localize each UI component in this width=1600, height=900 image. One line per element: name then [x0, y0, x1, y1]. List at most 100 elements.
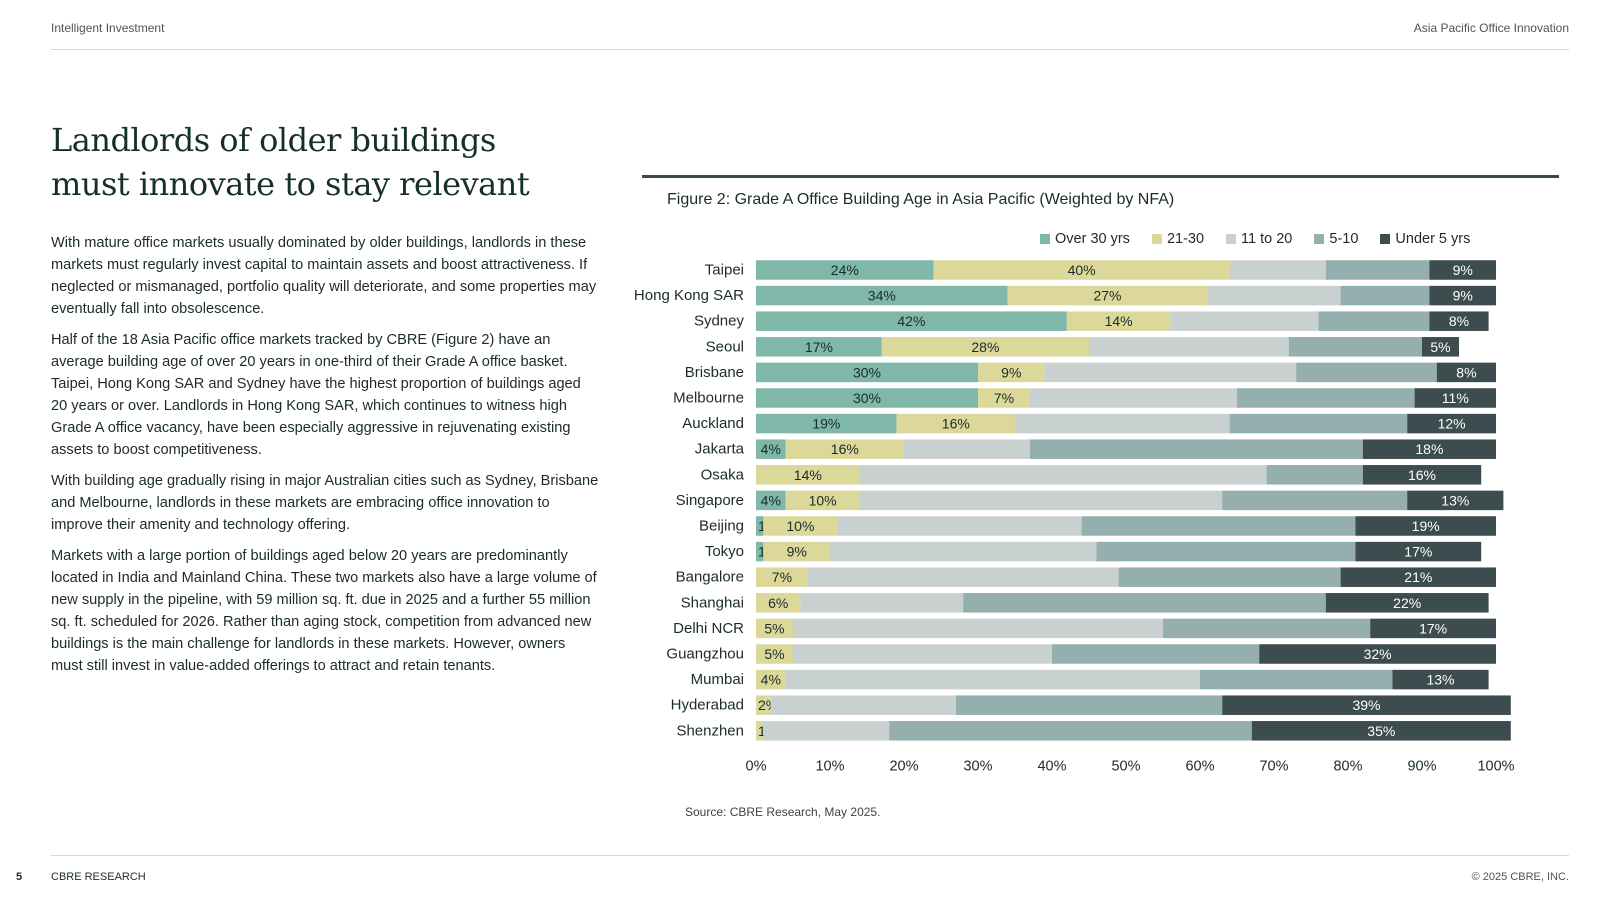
data-label-jakarta-over-30-yrs: 4%: [761, 441, 781, 457]
bar-bangalore-11-to-20: [807, 567, 1119, 587]
legend-label-over-30: Over 30 yrs: [1055, 231, 1130, 247]
bar-jakarta-under-5-yrs: [1362, 439, 1496, 459]
data-label-hyderabad-under-5-yrs: 39%: [1352, 697, 1380, 713]
chart-legend: Over 30 yrs 21-30 11 to 20 5-10 Under 5 …: [1040, 231, 1470, 247]
bar-shenzhen-under-5-yrs: [1251, 721, 1511, 741]
category-label-jakarta: Jakarta: [695, 441, 745, 458]
legend-label-5-10: 5-10: [1329, 231, 1359, 247]
bar-taipei-under-5-yrs: [1429, 260, 1496, 280]
category-label-tokyo: Tokyo: [705, 543, 744, 560]
header-section-title: Asia Pacific Office Innovation: [1413, 21, 1569, 35]
category-label-hyderabad: Hyderabad: [671, 697, 744, 714]
bar-melbourne-21-30: [978, 388, 1030, 408]
data-label-brisbane-21-30: 9%: [1001, 364, 1021, 380]
x-tick-label-30: 30%: [963, 759, 992, 775]
data-label-beijing-21-30: 10%: [786, 518, 814, 534]
bar-tokyo-21-30: [763, 541, 830, 562]
x-tick-label-60: 60%: [1185, 759, 1214, 775]
x-tick-label-70: 70%: [1259, 759, 1288, 775]
bar-shenzhen-11-to-20: [763, 721, 890, 741]
bar-mumbai-11-to-20: [785, 669, 1200, 690]
bar-hong-kong-sar-21-30: [1007, 285, 1208, 306]
legend-swatch-11-20: [1226, 234, 1237, 244]
body-paragraph-4: Markets with a large portion of building…: [51, 548, 597, 674]
bar-taipei-21-30: [933, 260, 1230, 280]
bar-auckland-under-5-yrs: [1407, 413, 1496, 434]
bar-jakarta-11-to-20: [904, 439, 1030, 459]
bar-mumbai-under-5-yrs: [1392, 669, 1489, 690]
data-label-auckland-under-5-yrs: 12%: [1438, 416, 1466, 432]
bar-brisbane-11-to-20: [1044, 362, 1297, 383]
legend-item-11-20: 11 to 20: [1226, 231, 1292, 247]
category-label-taipei: Taipei: [705, 262, 744, 279]
bar-bangalore-5-10: [1118, 567, 1341, 587]
data-label-sydney-21-30: 14%: [1105, 313, 1133, 329]
bar-hong-kong-sar-5-10: [1340, 285, 1430, 306]
x-tick-label-90: 90%: [1407, 759, 1436, 775]
footer-brand: CBRE RESEARCH: [51, 871, 146, 883]
data-label-tokyo-21-30: 9%: [787, 544, 807, 560]
bar-hong-kong-sar-under-5-yrs: [1429, 285, 1496, 306]
bar-singapore-11-to-20: [859, 490, 1223, 511]
bar-singapore-under-5-yrs: [1407, 490, 1504, 511]
data-label-melbourne-21-30: 7%: [994, 390, 1014, 406]
bar-auckland-11-to-20: [1015, 413, 1230, 434]
bar-taipei-5-10: [1325, 260, 1430, 280]
bar-sydney-11-to-20: [1170, 311, 1319, 331]
bar-sydney-21-30: [1066, 311, 1171, 331]
bar-tokyo-over-30-yrs: [756, 541, 764, 562]
legend-label-under-5: Under 5 yrs: [1395, 231, 1471, 247]
bar-mumbai-5-10: [1200, 669, 1393, 690]
data-label-singapore-under-5-yrs: 13%: [1441, 492, 1469, 508]
bar-jakarta-21-30: [785, 439, 904, 459]
bar-hong-kong-sar-over-30-yrs: [756, 285, 1008, 306]
legend-item-under-5: Under 5 yrs: [1380, 231, 1470, 247]
body-paragraph-1: With mature office markets usually domin…: [51, 235, 597, 317]
bar-sydney-5-10: [1318, 311, 1430, 331]
bar-tokyo-11-to-20: [830, 541, 1097, 562]
bar-guangzhou-5-10: [1052, 644, 1260, 664]
bar-guangzhou-under-5-yrs: [1259, 644, 1496, 664]
data-label-taipei-under-5-yrs: 9%: [1453, 262, 1473, 278]
x-tick-label-20: 20%: [889, 759, 918, 775]
bar-shanghai-5-10: [963, 593, 1326, 613]
category-label-seoul: Seoul: [706, 338, 744, 355]
bar-brisbane-over-30-yrs: [756, 362, 978, 383]
data-label-taipei-over-30-yrs: 24%: [831, 262, 859, 278]
data-label-melbourne-under-5-yrs: 11%: [1442, 390, 1469, 406]
data-label-beijing-under-5-yrs: 19%: [1412, 518, 1440, 534]
bar-singapore-over-30-yrs: [756, 490, 786, 511]
bar-bangalore-21-30: [756, 567, 808, 587]
legend-label-21-30: 21-30: [1166, 231, 1205, 247]
body-paragraph-2: Half of the 18 Asia Pacific office marke…: [51, 332, 581, 458]
category-label-brisbane: Brisbane: [685, 364, 744, 381]
figure-title: Figure 2: Grade A Office Building Age in…: [667, 191, 1175, 208]
bar-tokyo-under-5-yrs: [1355, 541, 1482, 562]
bar-taipei-11-to-20: [1229, 260, 1326, 280]
bar-bangalore-under-5-yrs: [1340, 567, 1496, 587]
bar-mumbai-21-30: [756, 669, 786, 690]
legend-item-21-30: 21-30: [1151, 231, 1205, 247]
data-label-seoul-21-30: 28%: [971, 339, 999, 355]
bar-osaka-11-to-20: [859, 465, 1267, 485]
data-label-mumbai-under-5-yrs: 13%: [1426, 672, 1454, 688]
bar-osaka-21-30: [756, 465, 860, 485]
body-text: With mature office markets usually domin…: [51, 232, 599, 686]
bar-seoul-21-30: [881, 337, 1089, 357]
bar-sydney-under-5-yrs: [1429, 311, 1489, 331]
figure-divider: [642, 175, 1559, 178]
bar-jakarta-over-30-yrs: [756, 439, 786, 459]
bar-beijing-5-10: [1081, 516, 1356, 536]
category-label-auckland: Auckland: [682, 415, 744, 432]
data-label-shanghai-under-5-yrs: 22%: [1393, 595, 1421, 611]
bar-shanghai-11-to-20: [800, 593, 964, 613]
legend-swatch-over-30: [1040, 234, 1050, 244]
data-label-sydney-under-5-yrs: 8%: [1449, 313, 1469, 329]
bar-seoul-over-30-yrs: [756, 337, 882, 357]
bar-hyderabad-11-to-20: [770, 695, 956, 715]
bar-beijing-over-30-yrs: [756, 516, 764, 536]
bar-shenzhen-21-30: [756, 721, 764, 741]
bar-auckland-over-30-yrs: [756, 413, 897, 434]
category-label-shanghai: Shanghai: [681, 594, 744, 611]
page-title: Landlords of older buildings must innova…: [51, 118, 571, 206]
